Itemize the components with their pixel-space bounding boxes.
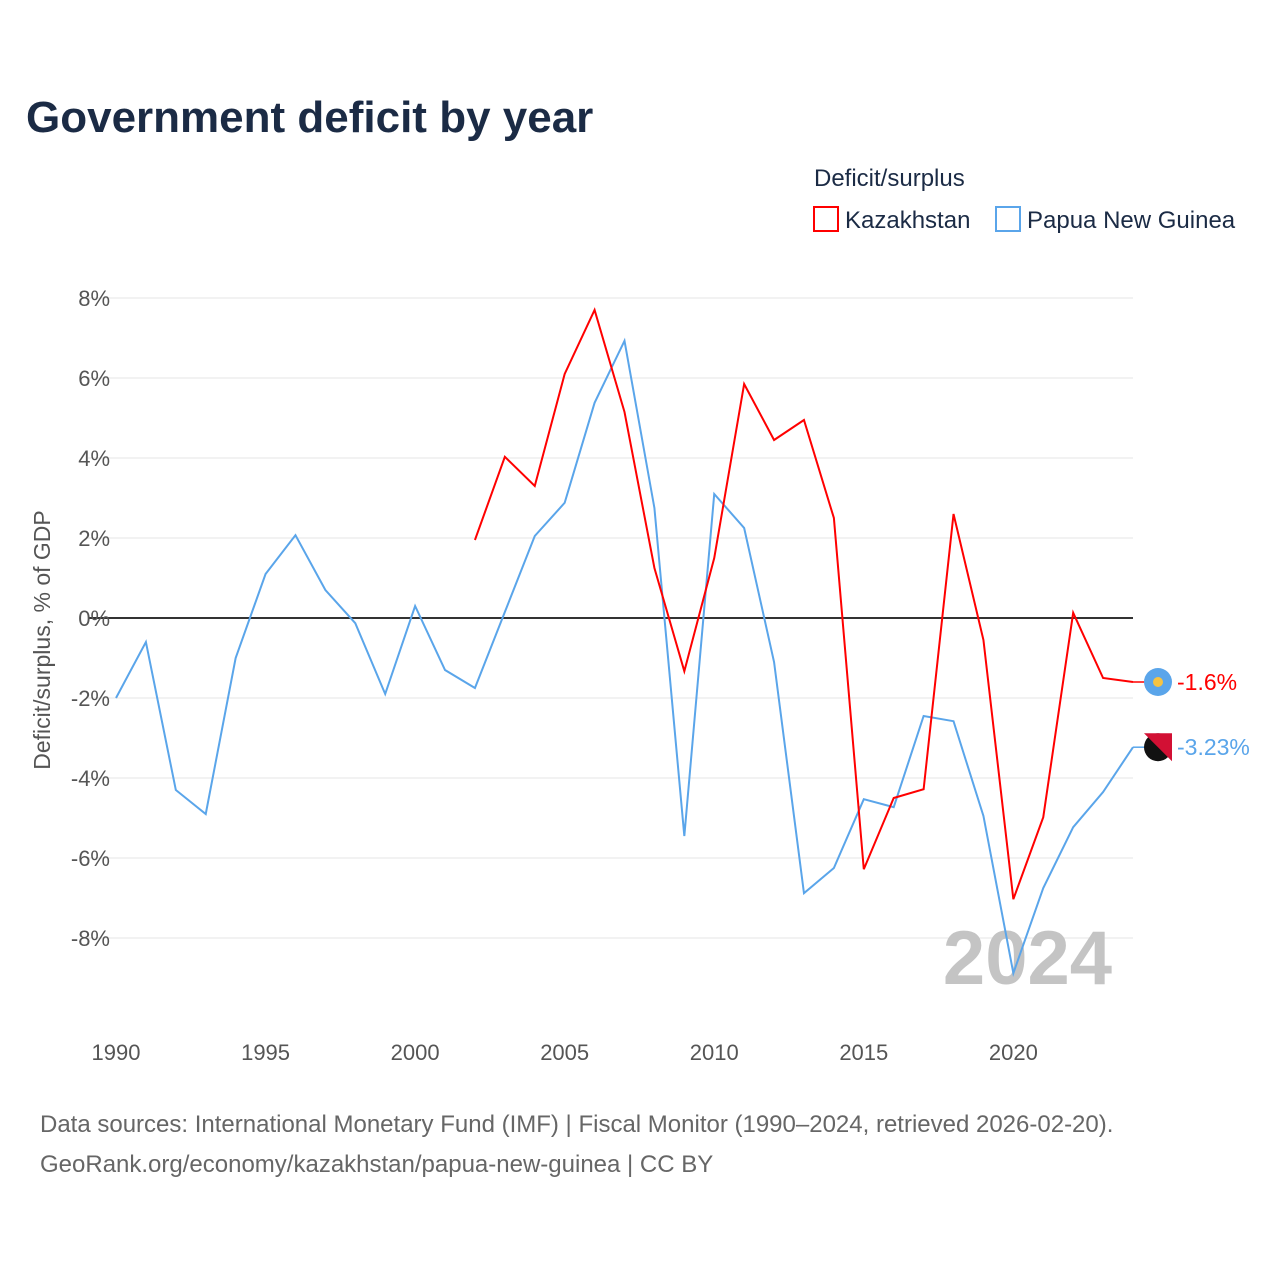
data-point[interactable] (292, 532, 298, 538)
data-point[interactable] (442, 667, 448, 673)
y-tick-label: 4% (78, 446, 110, 471)
data-point[interactable] (921, 713, 927, 719)
data-point[interactable] (771, 437, 777, 443)
data-point[interactable] (1100, 789, 1106, 795)
data-point[interactable] (651, 505, 657, 511)
x-tick-label: 2020 (989, 1040, 1038, 1065)
x-tick-label: 2015 (839, 1040, 888, 1065)
data-point[interactable] (173, 787, 179, 793)
data-point[interactable] (951, 718, 957, 724)
data-point[interactable] (1070, 824, 1076, 830)
data-point[interactable] (472, 537, 478, 543)
y-axis-label: Deficit/surplus, % of GDP (29, 510, 55, 769)
data-point[interactable] (562, 500, 568, 506)
legend-item-kazakhstan[interactable]: Kazakhstan (813, 206, 970, 234)
attribution-line[interactable]: GeoRank.org/economy/kazakhstan/papua-new… (40, 1151, 713, 1178)
data-point[interactable] (1040, 814, 1046, 820)
x-tick-label: 1990 (92, 1040, 141, 1065)
data-point[interactable] (263, 571, 269, 577)
data-point[interactable] (562, 371, 568, 377)
end-value-label: -1.6% (1177, 669, 1237, 695)
y-tick-label: -6% (71, 846, 110, 871)
y-tick-label: -8% (71, 926, 110, 951)
data-point[interactable] (233, 655, 239, 661)
data-point[interactable] (592, 400, 598, 406)
data-point[interactable] (651, 565, 657, 571)
data-point[interactable] (1040, 885, 1046, 891)
data-point[interactable] (980, 813, 986, 819)
y-tick-label: 0% (78, 606, 110, 631)
series-line-papua-new-guinea[interactable] (115, 337, 1134, 978)
legend-title: Deficit/surplus (814, 165, 965, 192)
data-point[interactable] (203, 811, 209, 817)
data-point[interactable] (1070, 610, 1076, 616)
data-point[interactable] (622, 409, 628, 415)
data-point[interactable] (891, 795, 897, 801)
data-point[interactable] (532, 533, 538, 539)
data-point[interactable] (980, 637, 986, 643)
data-point[interactable] (1100, 675, 1106, 681)
flag-sun-icon (1153, 677, 1163, 687)
x-tick-label: 2010 (690, 1040, 739, 1065)
legend-item-papua-new-guinea[interactable]: Papua New Guinea (995, 206, 1236, 234)
flag-red-half-icon (1144, 733, 1172, 762)
data-point[interactable] (711, 555, 717, 561)
data-point[interactable] (352, 620, 358, 626)
y-tick-label: 8% (78, 286, 110, 311)
data-point[interactable] (861, 866, 867, 872)
data-point[interactable] (801, 417, 807, 423)
series-line-kazakhstan[interactable] (474, 307, 1134, 900)
data-point[interactable] (771, 659, 777, 665)
year-watermark: 2024 (943, 916, 1112, 1001)
data-point[interactable] (741, 525, 747, 531)
x-tick-label: 1995 (241, 1040, 290, 1065)
end-value-label: -3.23% (1177, 734, 1250, 760)
data-point[interactable] (113, 695, 119, 701)
data-point[interactable] (861, 796, 867, 802)
data-point[interactable] (592, 307, 598, 313)
chart-title: Government deficit by year (26, 93, 593, 142)
data-point[interactable] (502, 454, 508, 460)
data-point[interactable] (831, 515, 837, 521)
data-point[interactable] (741, 381, 747, 387)
legend-swatch-papua-new-guinea (995, 206, 1021, 232)
data-point[interactable] (322, 587, 328, 593)
y-tick-label: 6% (78, 366, 110, 391)
data-point[interactable] (472, 685, 478, 691)
data-point[interactable] (1010, 896, 1016, 902)
y-tick-label: -2% (71, 686, 110, 711)
data-point[interactable] (801, 890, 807, 896)
data-point[interactable] (622, 338, 628, 344)
data-point[interactable] (921, 786, 927, 792)
y-tick-label: 2% (78, 526, 110, 551)
x-tick-label: 2005 (540, 1040, 589, 1065)
data-point[interactable] (681, 833, 687, 839)
data-point[interactable] (532, 483, 538, 489)
data-point[interactable] (831, 865, 837, 871)
data-point[interactable] (502, 609, 508, 615)
data-point[interactable] (382, 691, 388, 697)
x-tick-label: 2000 (391, 1040, 440, 1065)
legend-label-papua-new-guinea: Papua New Guinea (1027, 207, 1236, 234)
data-point[interactable] (951, 511, 957, 517)
legend-swatch-kazakhstan (813, 206, 839, 232)
data-point[interactable] (143, 639, 149, 645)
data-point[interactable] (1010, 970, 1016, 976)
y-tick-label: -4% (71, 766, 110, 791)
data-point[interactable] (412, 603, 418, 609)
data-point[interactable] (711, 491, 717, 497)
data-point[interactable] (681, 668, 687, 674)
source-line: Data sources: International Monetary Fun… (40, 1111, 1113, 1138)
legend-label-kazakhstan: Kazakhstan (845, 207, 970, 234)
